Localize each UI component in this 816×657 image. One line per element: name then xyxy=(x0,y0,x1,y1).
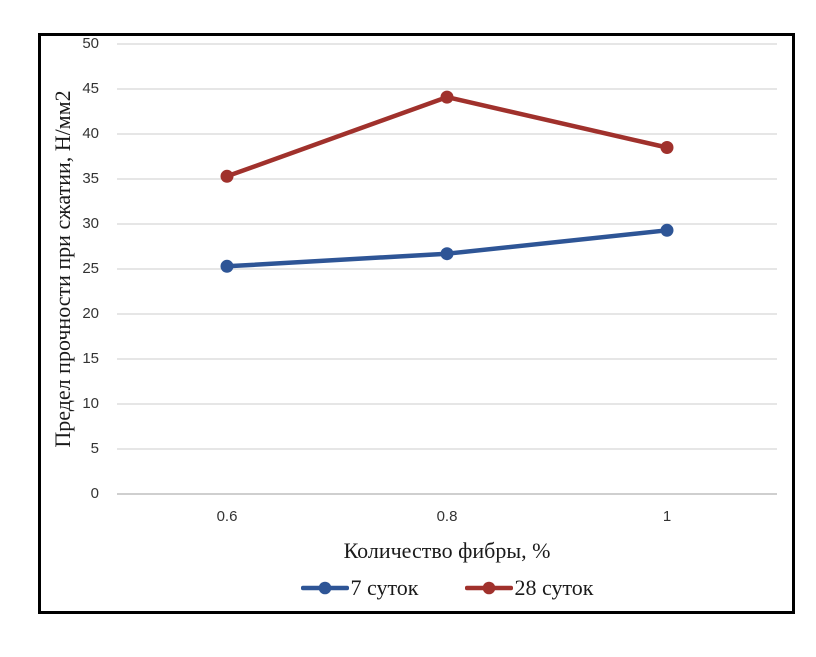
legend: 7 суток 28 суток xyxy=(117,575,777,601)
legend-line-marker-swatch-series-2 xyxy=(464,581,513,595)
legend-entry-series-1: 7 суток xyxy=(300,575,419,601)
y-axis-title: Предел прочности при сжатии, Н/мм2 xyxy=(50,90,75,448)
legend-entry-series-2: 28 суток xyxy=(464,575,594,601)
chart-plot-svg xyxy=(117,43,777,495)
legend-label-series-2: 28 суток xyxy=(514,575,594,600)
legend-line-marker-swatch-series-1 xyxy=(300,581,349,595)
legend-label-series-1: 7 суток xyxy=(350,575,419,600)
x-axis-title: Количество фибры, % xyxy=(343,538,551,563)
chart-figure: Предел прочности при сжатии, Н/мм2 0 5 10 1… xyxy=(38,33,795,614)
